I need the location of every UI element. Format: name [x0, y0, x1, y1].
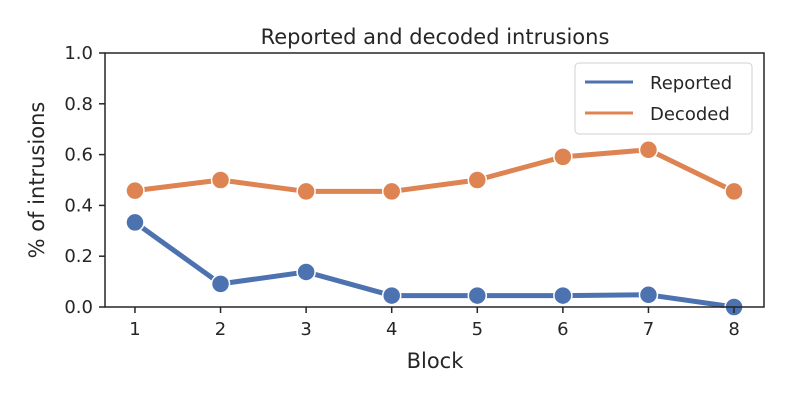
data-point-reported — [467, 285, 488, 306]
series-line-decoded — [132, 147, 737, 194]
x-tick-label: 4 — [386, 319, 397, 340]
data-point-reported — [553, 285, 573, 306]
x-tick-label: 6 — [557, 319, 568, 340]
y-axis: 0.0 0.2 0.4 0.6 0.8 1.0 — [64, 43, 105, 318]
legend-label-decoded: Decoded — [650, 104, 730, 125]
x-tick-label: 2 — [215, 319, 226, 340]
data-point-decoded — [125, 180, 145, 201]
x-tick-label: 8 — [728, 319, 739, 340]
y-tick-label: 0.6 — [64, 145, 93, 166]
plot-frame — [104, 52, 765, 308]
data-point-reported — [638, 285, 659, 305]
data-point-reported — [125, 212, 145, 233]
y-tick-label: 0.0 — [64, 297, 93, 318]
data-point-decoded — [467, 170, 488, 190]
y-tick-label: 1.0 — [64, 43, 93, 64]
x-axis: 1 2 3 4 5 6 7 8 — [129, 307, 740, 340]
x-tick-label: 3 — [300, 319, 311, 340]
data-point-decoded — [210, 170, 231, 190]
y-tick-label: 0.8 — [64, 94, 93, 115]
y-tick-label: 0.4 — [64, 195, 93, 216]
x-tick-label: 5 — [472, 319, 483, 340]
data-point-reported — [296, 262, 316, 282]
data-point-decoded — [296, 181, 316, 202]
x-tick-label: 1 — [129, 319, 140, 340]
data-point-reported — [381, 285, 402, 306]
legend-label-reported: Reported — [650, 73, 732, 94]
data-point-decoded — [381, 181, 402, 202]
x-axis-label: Block — [407, 349, 465, 373]
data-point-decoded — [724, 181, 744, 202]
chart-title: Reported and decoded intrusions — [261, 25, 610, 49]
series-line-reported — [132, 219, 737, 310]
legend: Reported Decoded — [574, 62, 753, 135]
y-axis-label: % of intrusions — [25, 102, 49, 259]
x-tick-label: 7 — [643, 319, 654, 340]
y-tick-label: 0.2 — [64, 246, 93, 267]
data-point-decoded — [638, 140, 659, 160]
data-point-reported — [210, 274, 231, 294]
plot-area — [125, 140, 744, 317]
data-point-decoded — [553, 147, 573, 167]
